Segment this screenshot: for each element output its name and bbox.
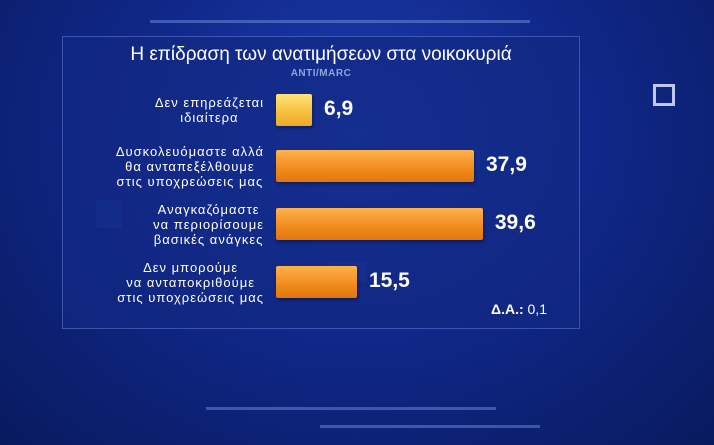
category-label-line: να περιορίσουμε [153,216,264,232]
category-label: Δεν επηρεάζεται ιδιαίτερα [155,95,264,125]
category-label-line: στις υποχρεώσεις μας [116,173,264,189]
category-label-line: Δυσκολευόμαστε αλλά [115,143,264,159]
category-label-line: βασικές ανάγκες [153,231,264,247]
no-answer-value: 0,1 [527,301,547,317]
bg-stripe [206,407,496,410]
chart-title: Η επίδραση των ανατιμήσεων στα νοικοκυρι… [130,44,512,65]
category-label-line: Δεν μπορούμε [143,259,239,275]
category-label-line: στις υποχρεώσεις μας [117,289,264,305]
category-label: Δυσκολευόμαστε αλλά θα ανταπεξέλθουμε στις… [116,144,264,189]
category-label-line: Αναγκαζόμαστε [157,201,260,217]
category-label: Δεν μπορούμε να ανταποκριθούμε στις υποχρε… [117,260,264,305]
bar [276,94,313,126]
category-label-line: θα ανταπεξέλθουμε [125,158,255,174]
bar [276,266,357,298]
chart-source: ANTI/MARC [290,68,352,79]
category-label-line: Δεν επηρεάζεται [154,95,264,110]
category-label-line: να ανταποκριθούμε [126,274,256,290]
category-label: Αναγκαζόμαστε να περιορίσουμε βασικές ανάγ… [153,202,264,247]
bar [276,208,483,240]
no-answer-note: Δ.Α.: 0,1 [491,301,547,317]
value-label: 39,6 [494,211,536,234]
category-label-line: ιδιαίτερα [180,110,239,125]
square-outline-icon [653,84,675,106]
no-answer-label: Δ.Α.: [491,301,524,317]
value-label: 37,9 [486,153,527,176]
bar [276,150,474,182]
value-label: 15,5 [368,269,410,292]
bg-stripe [320,425,540,428]
value-label: 6,9 [324,97,354,120]
bg-stripe [150,20,530,23]
